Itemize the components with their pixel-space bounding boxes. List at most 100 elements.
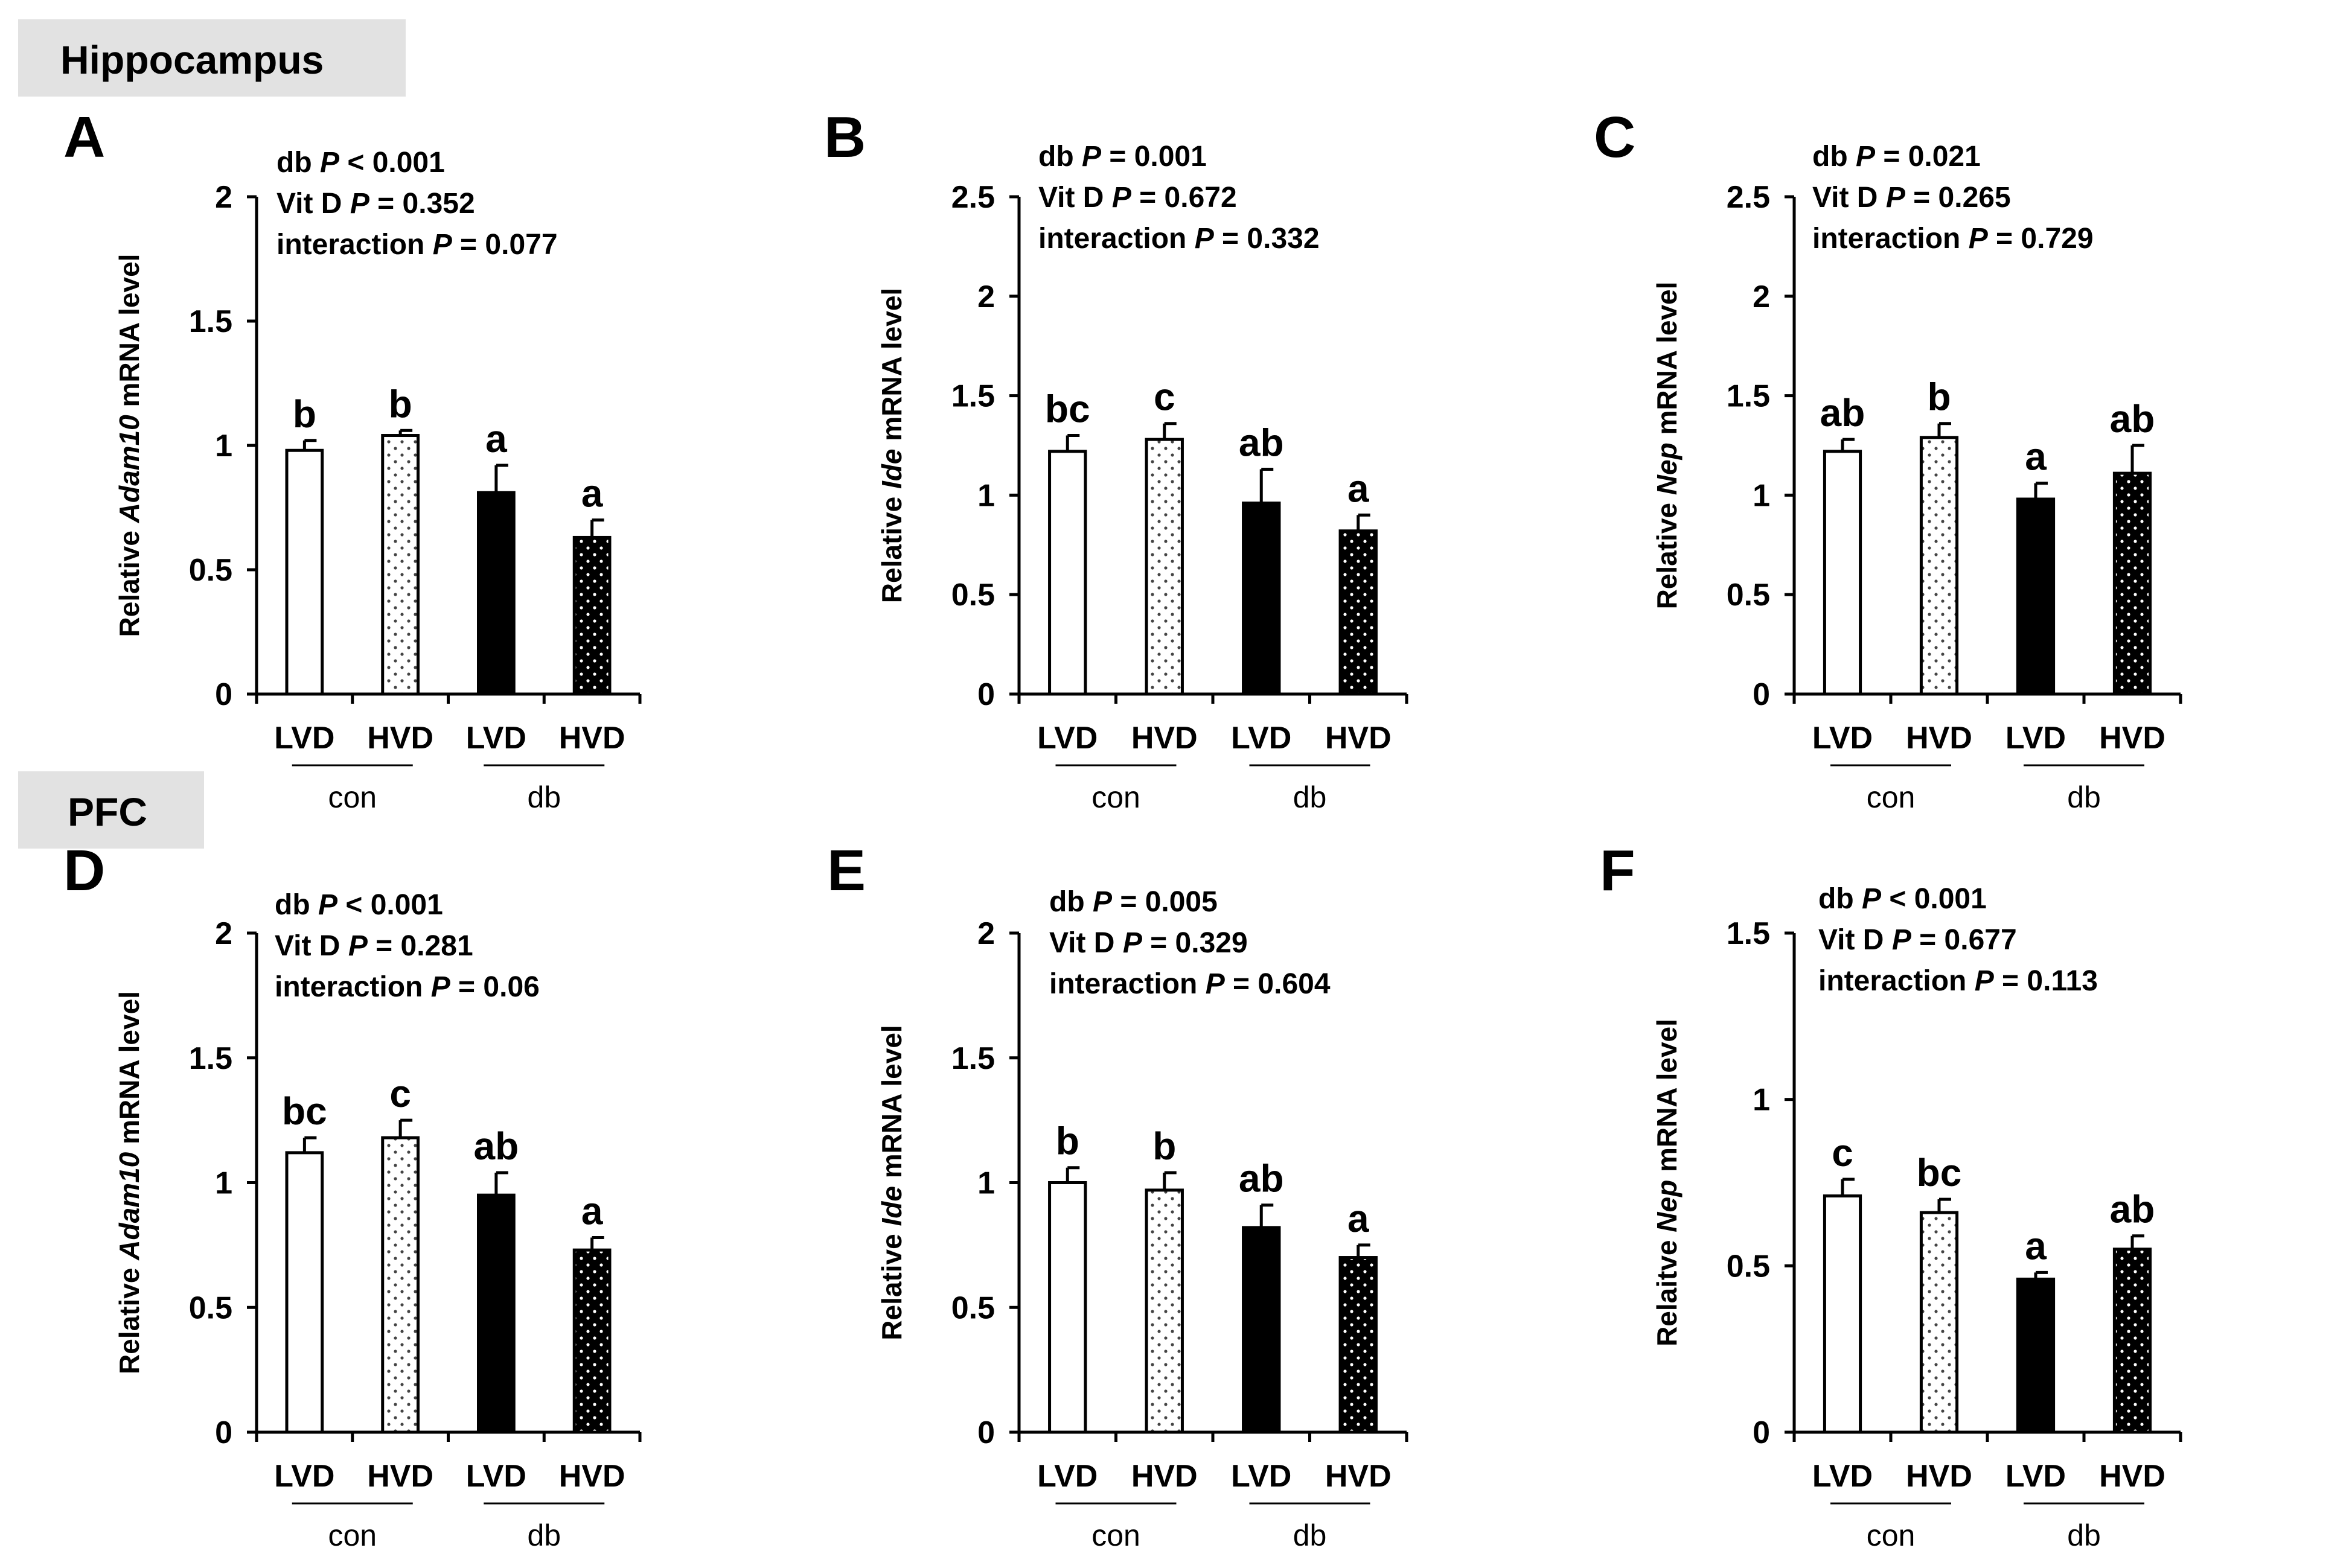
stat-line: db P < 0.001 xyxy=(275,889,443,921)
stat-factor: interaction xyxy=(276,229,433,261)
stat-p-symbol: P xyxy=(320,147,340,179)
category-label: HVD xyxy=(2099,721,2165,756)
stat-p-symbol: P xyxy=(1195,223,1215,255)
bar xyxy=(1048,450,1087,696)
category-label: LVD xyxy=(274,1459,334,1494)
y-axis-title: Relaitve Nep mRNA level xyxy=(1651,1019,1683,1347)
y-tick-label: 1 xyxy=(977,478,995,513)
y-axis-title-part: Adam10 xyxy=(113,1152,145,1260)
stat-p-symbol: P xyxy=(1082,141,1102,173)
significance-letter: a xyxy=(2025,1224,2047,1267)
stat-relation: = xyxy=(1875,141,1908,173)
section-bg-pfc xyxy=(18,771,204,849)
y-tick-label: 1.5 xyxy=(1727,379,1770,414)
y-tick-label: 1 xyxy=(215,1166,232,1201)
y-axis-title-part: Adam10 xyxy=(113,415,145,523)
y-axis-title-part: mRNA level xyxy=(113,254,145,415)
stat-p-value: 0.677 xyxy=(1945,924,2017,956)
significance-letter: bc xyxy=(1045,387,1090,431)
y-axis-title-part: Ide xyxy=(876,1186,907,1226)
y-axis-title-part: mRNA level xyxy=(113,991,145,1152)
stat-relation: = xyxy=(450,971,484,1003)
bar xyxy=(1823,450,1862,696)
panel-a: A 0 0.5 1 1.5 2 b LVD b HVD a LVD a HVD con db Relative … xyxy=(63,105,642,814)
stat-line: interaction P = 0.332 xyxy=(1038,223,1320,255)
significance-letter: a xyxy=(2025,435,2047,479)
category-label: HVD xyxy=(367,1459,433,1494)
bar xyxy=(1919,436,1959,696)
category-label: LVD xyxy=(1037,1459,1098,1494)
panel-c: C 0 0.5 1 1.5 2 2.5 ab LVD b HVD a LVD ab HVD con db Rela… xyxy=(1594,105,2182,814)
y-tick-label: 1 xyxy=(1753,478,1770,513)
bar xyxy=(381,1136,420,1434)
y-axis-title: Relative Ide mRNA level xyxy=(876,288,907,603)
panel-letter-f: F xyxy=(1600,838,1635,903)
significance-letter: c xyxy=(389,1072,411,1115)
stat-factor: db xyxy=(1049,886,1093,918)
y-tick-label: 0 xyxy=(1753,1415,1770,1450)
stat-relation: < xyxy=(337,889,371,921)
significance-letter: ab xyxy=(2110,1188,2155,1231)
category-label: HVD xyxy=(559,1459,625,1494)
bar xyxy=(1242,1226,1281,1434)
y-axis-title: Relative Nep mRNA level xyxy=(1651,282,1683,610)
significance-letter: a xyxy=(1347,1197,1369,1240)
stat-factor: db xyxy=(1812,141,1856,173)
stat-line: Vit D P = 0.677 xyxy=(1818,924,2017,956)
category-label: HVD xyxy=(1325,721,1392,756)
y-axis-title-part: Relative xyxy=(1651,495,1683,609)
stat-relation: = xyxy=(369,188,403,220)
stat-p-symbol: P xyxy=(1886,182,1906,214)
group-label: db xyxy=(527,780,561,814)
group-label: con xyxy=(328,780,377,814)
y-tick-label: 2 xyxy=(977,916,995,951)
category-label: LVD xyxy=(1812,721,1873,756)
stat-relation: = xyxy=(1101,141,1134,173)
y-axis-title-part: Relative xyxy=(876,1226,907,1340)
y-axis-title-part: Relative xyxy=(113,1260,145,1374)
stat-p-symbol: P xyxy=(1093,886,1113,918)
group-label: con xyxy=(1867,1519,1916,1552)
significance-letter: b xyxy=(1056,1120,1079,1163)
stat-line: db P = 0.005 xyxy=(1049,886,1218,918)
y-tick-label: 0.5 xyxy=(189,1290,232,1325)
stat-p-value: 0.352 xyxy=(403,188,475,220)
section-label-hippocampus: Hippocampus xyxy=(60,37,324,82)
category-label: LVD xyxy=(1231,1459,1291,1494)
y-tick-label: 0.5 xyxy=(1727,578,1770,613)
stat-relation: = xyxy=(452,229,485,261)
panels-layer: A 0 0.5 1 1.5 2 b LVD b HVD a LVD a HVD con db Relative … xyxy=(63,105,2182,1552)
stat-relation: = xyxy=(1225,968,1258,1000)
y-axis-title-part: Relative xyxy=(113,523,145,637)
y-tick-label: 0 xyxy=(977,677,995,712)
stat-p-value: 0.729 xyxy=(2021,223,2093,255)
significance-letter: ab xyxy=(1239,421,1284,465)
stat-p-value: 0.332 xyxy=(1247,223,1319,255)
stat-factor: db xyxy=(275,889,318,921)
significance-letter: b xyxy=(293,392,316,436)
stat-line: db P = 0.021 xyxy=(1812,141,1981,173)
stat-factor: Vit D xyxy=(1818,924,1892,956)
group-label: db xyxy=(527,1519,561,1552)
category-label: LVD xyxy=(466,721,526,756)
stat-p-value: 0.281 xyxy=(401,930,473,962)
stat-line: db P < 0.001 xyxy=(1818,883,1987,915)
stat-factor: interaction xyxy=(1049,968,1206,1000)
stat-p-value: 0.001 xyxy=(371,889,443,921)
stat-relation: < xyxy=(339,147,372,179)
y-tick-label: 0 xyxy=(215,1415,232,1450)
stat-line: interaction P = 0.604 xyxy=(1049,968,1331,1000)
y-axis-title-part: Relative xyxy=(876,489,907,603)
group-label: con xyxy=(1091,780,1140,814)
stat-factor: Vit D xyxy=(276,188,350,220)
category-label: LVD xyxy=(2005,1459,2066,1494)
y-tick-label: 2 xyxy=(1753,279,1770,314)
significance-letter: b xyxy=(1927,375,1951,419)
stat-line: interaction P = 0.729 xyxy=(1812,223,2094,255)
y-tick-label: 1.5 xyxy=(189,1041,232,1076)
stat-p-value: 0.672 xyxy=(1165,182,1237,214)
stat-p-symbol: P xyxy=(1892,924,1912,956)
category-label: HVD xyxy=(1325,1459,1392,1494)
bar xyxy=(1242,502,1281,696)
